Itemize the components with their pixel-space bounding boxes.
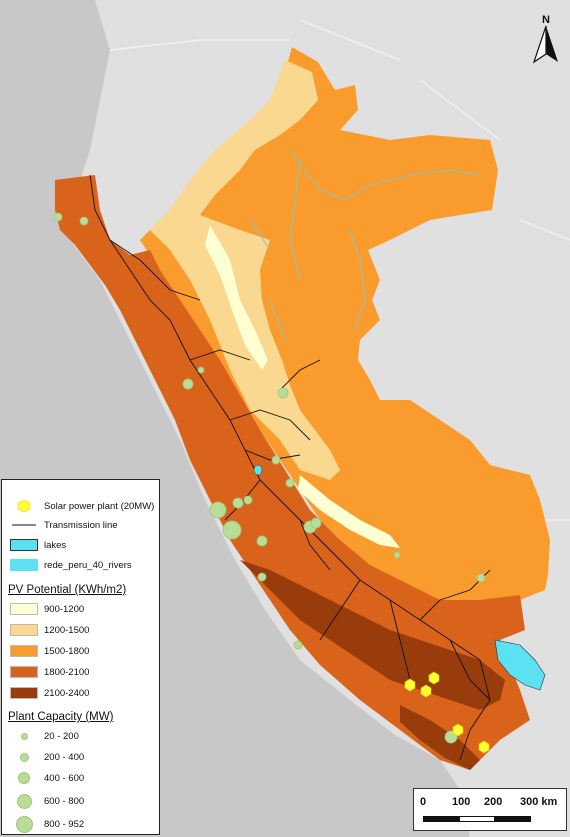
scale-label-300: 300 km (520, 796, 558, 808)
scale-bar: 0 100 200 300 km (413, 788, 567, 831)
pv-zone-2100-2400-b (400, 705, 480, 770)
lake-swatch (10, 539, 38, 551)
north-arrow: N (528, 14, 564, 66)
map-legend: Solar power plant (20MW) Transmission li… (1, 479, 160, 835)
hexagon-icon (17, 499, 31, 513)
capacity-label-0: 20 - 200 (44, 730, 79, 742)
capacity-label-4: 800 - 952 (44, 818, 85, 830)
capacity-class-1: 200 - 400 (10, 749, 84, 765)
plant-marker (444, 730, 458, 744)
capacity-class-4: 800 - 952 (10, 815, 85, 833)
pv-swatch-3 (10, 666, 38, 678)
scale-segment-3 (495, 816, 531, 822)
legend-rivers-label: rede_peru_40_rivers (44, 559, 132, 571)
pv-class-2: 1500-1800 (10, 643, 89, 659)
capacity-class-3: 600 - 800 (10, 793, 84, 809)
solar-plant-marker (404, 678, 416, 692)
legend-lakes-label: lakes (44, 539, 67, 551)
pv-zone-1800-2100 (55, 175, 530, 770)
solar-plant-marker (478, 740, 490, 754)
pv-swatch-2 (10, 645, 38, 657)
pv-class-1: 1200-1500 (10, 622, 89, 638)
solar-plant-marker (420, 684, 432, 698)
plant-marker (53, 212, 63, 222)
country-borders (109, 19, 570, 521)
north-label: N (542, 14, 550, 26)
lake-titicaca (494, 639, 546, 691)
pv-label-1: 1200-1500 (44, 624, 90, 636)
capacity-class-2: 400 - 600 (10, 770, 84, 786)
capacity-circle-1 (19, 752, 29, 762)
plant-marker (285, 478, 295, 488)
pv-class-4: 2100-2400 (10, 685, 89, 701)
solar-plant-marker (428, 671, 440, 685)
pv-label-2: 1500-1800 (44, 645, 90, 657)
pv-swatch-4 (10, 687, 38, 699)
plant-marker (271, 455, 281, 465)
pv-zone-900-1200-b (298, 475, 400, 548)
legend-rivers: rede_peru_40_rivers (10, 557, 132, 573)
plant-marker (209, 501, 227, 519)
pv-zone-2100-2400 (240, 560, 505, 710)
legend-solar-plant: Solar power plant (20MW) (10, 498, 154, 514)
legend-solar-label: Solar power plant (20MW) (44, 500, 155, 512)
capacity-label-3: 600 - 800 (44, 795, 85, 807)
capacity-circle-3 (16, 793, 32, 809)
north-arrow-icon (532, 25, 558, 64)
line-icon (12, 524, 36, 526)
plant-marker (310, 517, 322, 529)
plant-circles (53, 212, 486, 744)
scale-label-100: 100 (452, 796, 471, 808)
capacity-label-2: 400 - 600 (44, 772, 85, 784)
capacity-label-1: 200 - 400 (44, 751, 85, 763)
plant-marker (79, 216, 89, 226)
pv-class-0: 900-1200 (10, 601, 84, 617)
pv-legend-title: PV Potential (KWh/m2) (8, 584, 127, 596)
pv-swatch-1 (10, 624, 38, 636)
legend-lakes: lakes (10, 537, 66, 553)
plant-marker (476, 573, 486, 583)
scale-label-0: 0 (420, 796, 427, 808)
plant-marker (222, 520, 242, 540)
rivers (249, 149, 481, 341)
pv-label-4: 2100-2400 (44, 687, 90, 699)
plant-marker (182, 378, 194, 390)
capacity-class-0: 20 - 200 (10, 728, 79, 744)
plant-marker (257, 572, 267, 582)
legend-transmission: Transmission line (10, 517, 118, 533)
legend-transmission-label: Transmission line (44, 519, 118, 531)
capacity-circle-4 (15, 815, 33, 833)
river-swatch (10, 559, 38, 571)
capacity-circle-2 (18, 772, 30, 784)
plant-marker (197, 366, 205, 374)
pv-zone-1200-1500 (150, 60, 340, 480)
pv-swatch-0 (10, 603, 38, 615)
solar-plants (404, 671, 490, 754)
pv-label-0: 900-1200 (44, 603, 85, 615)
lake-junin (253, 464, 263, 476)
scale-segment-1 (423, 816, 459, 822)
capacity-circle-0 (20, 732, 28, 740)
plant-marker (293, 640, 303, 650)
pv-label-3: 1800-2100 (44, 666, 90, 678)
plant-marker (232, 497, 244, 509)
pv-zone-900-1200 (205, 225, 268, 370)
plant-marker (277, 387, 289, 399)
scale-label-200: 200 (484, 796, 503, 808)
solar-plant-marker (452, 723, 464, 737)
scale-segment-2 (459, 816, 495, 822)
plant-marker (243, 495, 253, 505)
pv-class-3: 1800-2100 (10, 664, 89, 680)
plant-marker (393, 551, 401, 559)
plant-marker (256, 535, 268, 547)
capacity-legend-title: Plant Capacity (MW) (8, 711, 114, 723)
pv-zone-1500-1800 (140, 47, 550, 620)
